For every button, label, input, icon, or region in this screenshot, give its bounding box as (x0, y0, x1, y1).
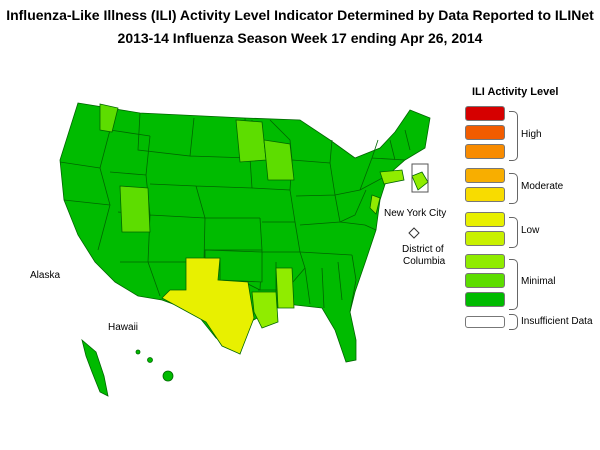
legend-title: ILI Activity Level (472, 86, 559, 98)
continental-us (59, 102, 431, 363)
label-dc-line2: Columbia (403, 256, 446, 267)
legend-swatch-level-4 (465, 231, 505, 246)
state-new-england-south (379, 169, 405, 185)
nyc-marker (411, 163, 429, 193)
legend-bracket-low (509, 217, 518, 248)
label-dc-line1: District of (402, 244, 444, 255)
label-alaska: Alaska (30, 270, 61, 281)
state-louisiana (251, 291, 279, 329)
legend-swatch-level-8 (465, 144, 505, 159)
legend-swatch-level-5 (465, 212, 505, 227)
legend-swatch-level-2 (465, 273, 505, 288)
dc-marker (408, 227, 420, 239)
state-hawaii-island (135, 349, 141, 355)
legend-bracket-minimal (509, 259, 518, 310)
legend-bracket-moderate (509, 173, 518, 204)
legend-swatch-level-6 (465, 187, 505, 202)
state-minnesota (235, 119, 267, 163)
state-texas (161, 257, 255, 355)
state-wisconsin (263, 139, 295, 181)
legend-bracket-insufficient (509, 314, 518, 330)
legend-swatch-level-1 (465, 292, 505, 307)
legend-swatch-level-9 (465, 125, 505, 140)
legend-swatch-level-3 (465, 254, 505, 269)
state-utah (119, 185, 151, 233)
state-hawaii-island (147, 357, 153, 363)
state-alaska (81, 338, 109, 397)
legend-label-insufficient-data: Insufficient Data (521, 316, 593, 327)
state-new-jersey (369, 194, 381, 215)
state-rhode-island-inset (411, 171, 429, 191)
label-new-york-city: New York City (384, 208, 447, 219)
legend-label-minimal: Minimal (521, 276, 556, 287)
legend-swatch-level-10 (465, 106, 505, 121)
legend-label-moderate: Moderate (521, 181, 564, 192)
state-oklahoma (204, 249, 263, 283)
map-title: Influenza-Like Illness (ILI) Activity Le… (6, 7, 594, 23)
label-hawaii: Hawaii (108, 322, 139, 333)
legend-bracket-high (509, 111, 518, 161)
state-hawaii (162, 370, 174, 382)
legend-swatch-level-7 (465, 168, 505, 183)
map-subtitle: 2013-14 Influenza Season Week 17 ending … (117, 30, 483, 46)
state-mississippi (275, 267, 295, 309)
legend-label-high: High (521, 129, 542, 140)
legend-swatch-level-0 (465, 316, 505, 328)
state-washington-idaho-mid (99, 103, 119, 133)
legend-label-low: Low (521, 225, 540, 236)
